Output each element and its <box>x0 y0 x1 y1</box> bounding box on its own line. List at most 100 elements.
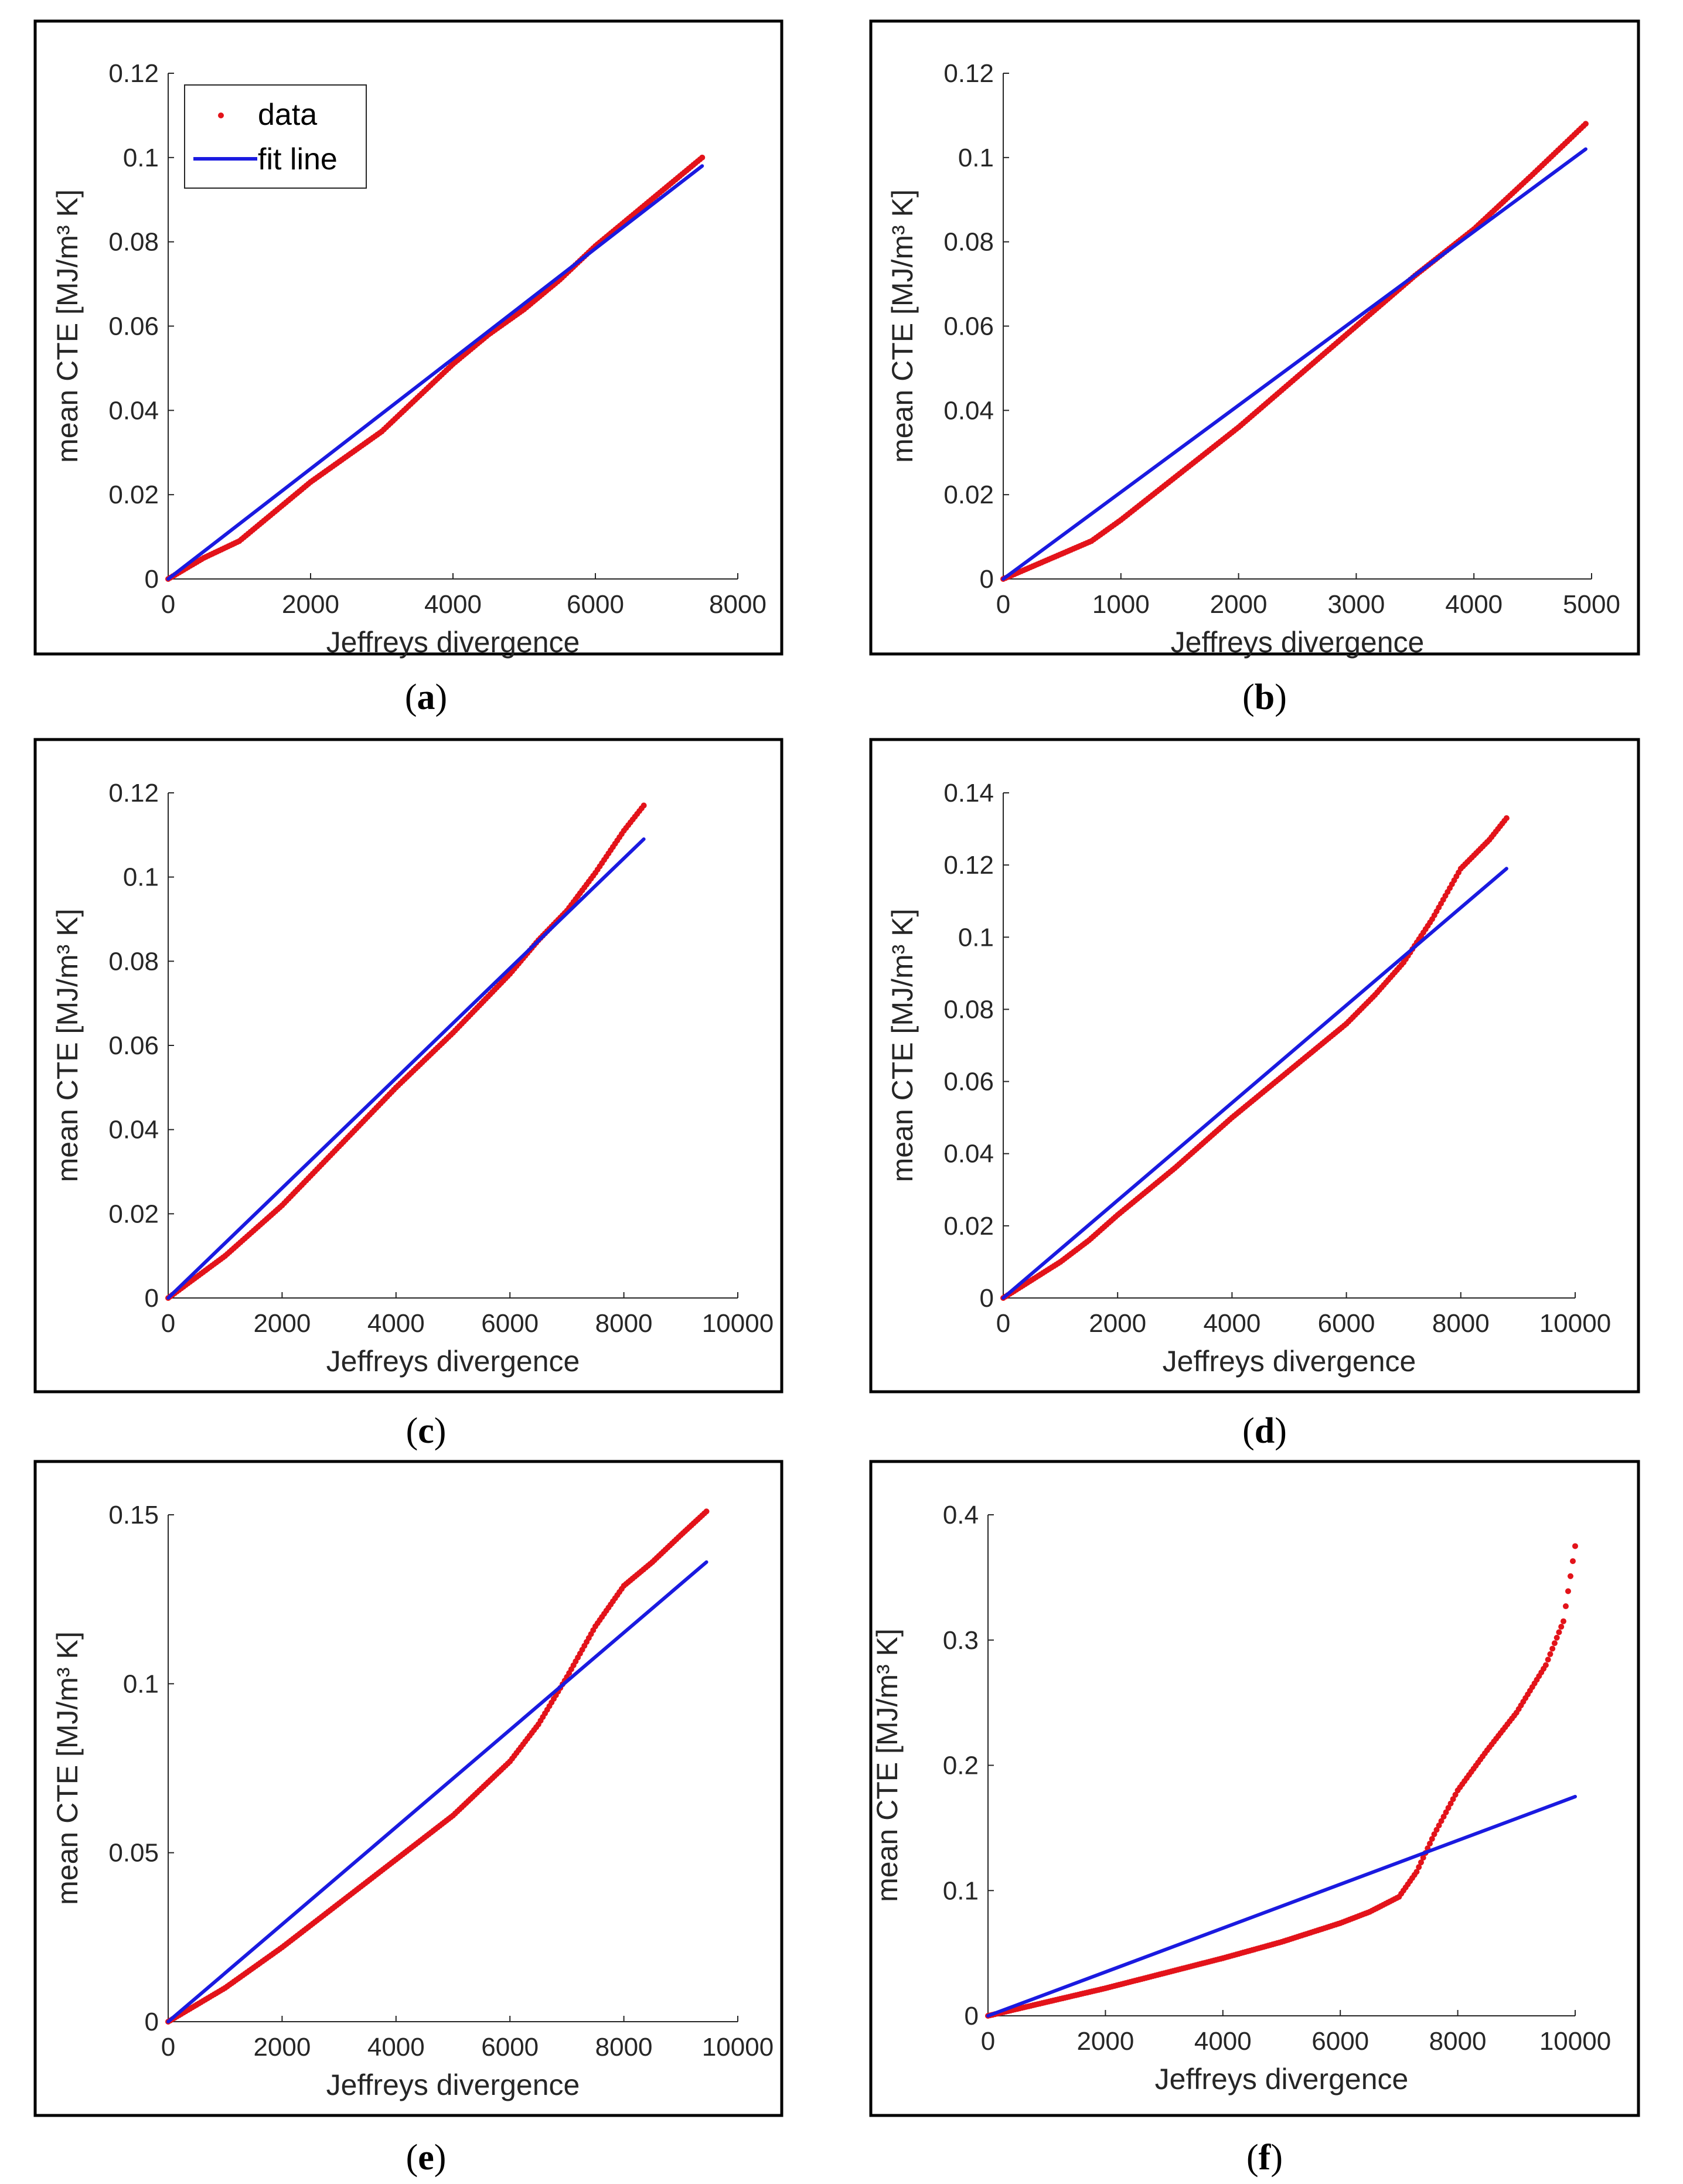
x-tick-label: 4000 <box>367 1309 425 1338</box>
fit-line <box>166 164 704 581</box>
x-axis-label: Jeffreys divergence <box>1155 2063 1409 2096</box>
data-point <box>1567 1573 1573 1579</box>
panel-caption: (b) <box>1242 677 1287 717</box>
x-tick-label: 2000 <box>1210 590 1268 619</box>
y-tick-label: 0.14 <box>943 779 994 807</box>
x-tick-label: 0 <box>981 2027 995 2056</box>
data-series <box>1000 121 1589 582</box>
y-tick-label: 0.08 <box>943 995 994 1024</box>
x-axis-label: Jeffreys divergence <box>326 1345 580 1378</box>
y-tick-label: 0.12 <box>108 779 159 807</box>
y-tick-label: 0.08 <box>108 228 159 257</box>
legend-box <box>184 84 367 189</box>
x-tick-label: 3000 <box>1327 590 1385 619</box>
panel-e: 0 2000 4000 6000 8000 10000 0 0.05 0.1 0.15 Jeffre… <box>33 1460 783 2178</box>
x-tick-label: 8000 <box>595 2033 653 2062</box>
fit-line <box>986 1794 1577 2018</box>
data-point <box>1420 1855 1426 1861</box>
y-tick-label: 0.1 <box>123 144 159 172</box>
data-point <box>1443 1809 1449 1815</box>
y-tick-label: 0.1 <box>958 144 994 172</box>
data-series <box>1000 815 1510 1301</box>
data-point <box>699 154 706 161</box>
y-tick-label: 0.1 <box>123 863 159 892</box>
legend-label-fit: fit line <box>258 142 338 176</box>
data-point <box>1582 121 1589 127</box>
panel-caption: (a) <box>405 677 447 717</box>
data-point <box>1447 1800 1454 1807</box>
panel-frame <box>869 1460 1640 2117</box>
x-tick-label: 2000 <box>253 1309 311 1338</box>
x-axis-label: Jeffreys divergence <box>1163 1345 1416 1378</box>
x-tick-label: 4000 <box>367 2033 425 2062</box>
panel-f: 0 2000 4000 6000 8000 10000 0 0.1 0.2 0.3 0.4 Jeffr… <box>869 1460 1640 2178</box>
data-point <box>1418 1859 1424 1866</box>
x-tick-label: 10000 <box>1539 1309 1611 1338</box>
y-tick-label: 0.02 <box>943 1212 994 1241</box>
x-tick-label: 1000 <box>1092 590 1150 619</box>
data-point <box>1558 1624 1565 1630</box>
data-point <box>1556 1629 1562 1636</box>
y-tick-label: 0.1 <box>958 923 994 952</box>
y-tick-label: 0.05 <box>108 1839 159 1868</box>
data-point <box>1560 1618 1566 1624</box>
data-point <box>1503 815 1510 822</box>
y-tick-label: 0.2 <box>943 1752 979 1780</box>
data-point <box>1569 1558 1576 1565</box>
y-tick-label: 0 <box>980 1284 994 1313</box>
x-axis-label: Jeffreys divergence <box>1171 626 1425 659</box>
x-tick-label: 10000 <box>1539 2027 1611 2056</box>
data-point <box>1427 1841 1433 1847</box>
x-tick-label: 2000 <box>1089 1309 1146 1338</box>
data-point <box>641 802 647 809</box>
panel-caption: (e) <box>406 2138 447 2178</box>
x-tick-label: 4000 <box>1445 590 1503 619</box>
y-tick-label: 0.4 <box>943 1501 979 1529</box>
x-tick-label: 0 <box>161 1309 175 1338</box>
y-tick-label: 0.12 <box>108 59 159 88</box>
data-point <box>1433 1827 1440 1833</box>
x-tick-label: 6000 <box>481 1309 539 1338</box>
x-axis-label: Jeffreys divergence <box>326 626 580 659</box>
legend: data fit line <box>184 84 367 189</box>
data-series <box>165 1508 710 2025</box>
panel-frame <box>33 738 783 1393</box>
x-tick-label: 6000 <box>481 2033 539 2062</box>
panel-frame <box>869 19 1640 656</box>
y-tick-label: 0.06 <box>943 1068 994 1096</box>
data-point <box>1450 1796 1456 1803</box>
x-tick-label: 8000 <box>1432 1309 1490 1338</box>
y-tick-label: 0.06 <box>108 312 159 341</box>
y-tick-label: 0 <box>145 565 159 594</box>
x-tick-label: 8000 <box>595 1309 653 1338</box>
data-point <box>1445 1805 1452 1811</box>
panel-caption: (f) <box>1246 2138 1283 2178</box>
x-tick-label: 0 <box>996 1309 1010 1338</box>
y-axis-label: mean CTE [MJ/m³ K] <box>871 1628 904 1902</box>
y-tick-label: 0.02 <box>108 1200 159 1228</box>
y-tick-label: 0.1 <box>943 1876 979 1905</box>
y-tick-label: 0.02 <box>108 481 159 509</box>
y-tick-label: 0 <box>145 2008 159 2036</box>
legend-data-marker <box>218 113 224 118</box>
x-axis-label: Jeffreys divergence <box>326 2069 580 2101</box>
panel-a: 0 2000 4000 6000 8000 0 0.02 0.04 0.06 0.08 0.1 0.1… <box>33 19 783 717</box>
y-axis-label: mean CTE [MJ/m³ K] <box>51 189 84 463</box>
y-tick-label: 0.1 <box>123 1669 159 1698</box>
data-series <box>985 1543 1578 2019</box>
panel-d: 0 2000 4000 6000 8000 10000 0 0.02 0.04 0.06 0.08 0… <box>869 738 1640 1451</box>
y-tick-label: 0 <box>145 1284 159 1313</box>
panel-frame <box>33 19 783 656</box>
fit-line <box>166 837 646 1300</box>
x-tick-label: 2000 <box>1076 2027 1134 2056</box>
panel-frame <box>869 738 1640 1393</box>
x-tick-label: 8000 <box>709 590 766 619</box>
panel-caption: (d) <box>1242 1411 1287 1451</box>
data-point <box>1436 1822 1442 1829</box>
x-tick-label: 8000 <box>1429 2027 1487 2056</box>
y-axis-label: mean CTE [MJ/m³ K] <box>51 909 84 1183</box>
data-point <box>1551 1640 1558 1647</box>
data-point <box>1429 1836 1435 1842</box>
x-tick-label: 10000 <box>702 1309 774 1338</box>
